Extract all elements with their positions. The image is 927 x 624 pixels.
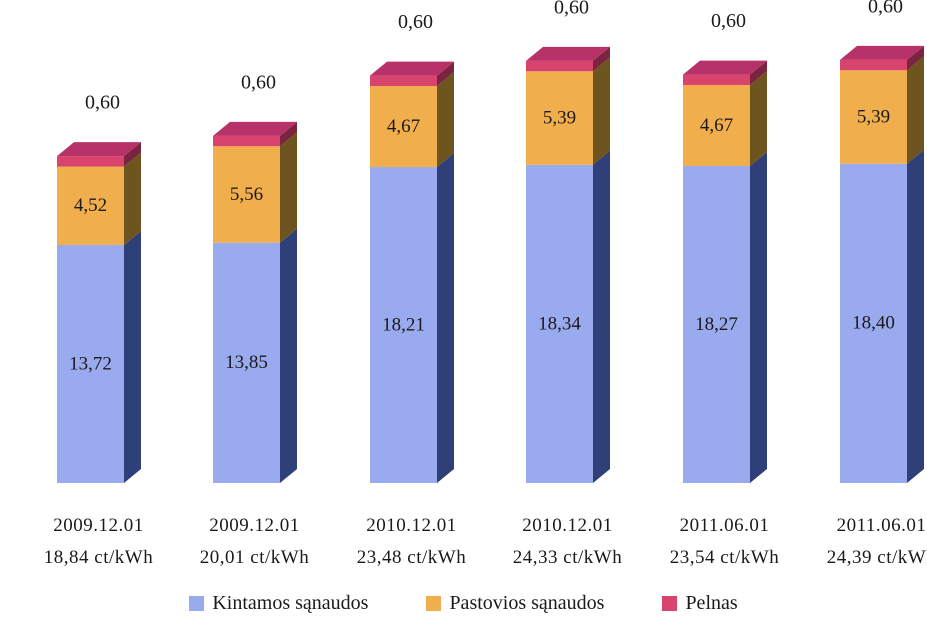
bar-2-segment-kintamos xyxy=(213,242,280,483)
category-date-5: 2011.06.01 xyxy=(680,515,770,536)
data-label-pastovios-3: 4,67 xyxy=(387,116,420,137)
bar-4-side-kintamos xyxy=(593,150,610,483)
bar-2-side-pelnas xyxy=(280,121,297,147)
bar-6-side-pastovios xyxy=(907,56,924,164)
bar-4-top xyxy=(526,46,610,61)
legend-swatch-pastovios xyxy=(426,596,442,611)
legend-label-pastovios: Pastovios sąnaudos xyxy=(449,592,605,614)
bar-1-segment-kintamos xyxy=(57,244,124,483)
bar-6-segment-pastovios xyxy=(840,70,907,164)
data-label-kintamos-1: 13,72 xyxy=(69,353,112,374)
category-price-1: 18,84 ct/kWh xyxy=(44,547,153,568)
data-label-kintamos-4: 18,34 xyxy=(538,313,581,334)
bar-6-side-pelnas xyxy=(907,45,924,71)
data-label-kintamos-5: 18,27 xyxy=(695,314,738,335)
category-date-1: 2009.12.01 xyxy=(53,515,144,536)
bar-6-top xyxy=(840,45,924,60)
bar-1 xyxy=(57,142,141,483)
data-label-kintamos-2: 13,85 xyxy=(225,352,268,373)
data-label-pastovios-6: 5,39 xyxy=(857,106,890,127)
bar-2-side-kintamos xyxy=(280,228,297,483)
bar-3-top xyxy=(370,61,454,76)
legend: Kintamos sąnaudos Pastovios sąnaudos Pel… xyxy=(0,592,927,615)
bar-3-side-kintamos xyxy=(437,153,454,483)
data-label-pelnas-1: 0,60 xyxy=(85,92,120,114)
legend-swatch-pelnas xyxy=(662,596,678,611)
bar-5-top xyxy=(683,60,767,75)
legend-label-kintamos: Kintamos sąnaudos xyxy=(212,592,369,614)
data-label-pelnas-6: 0,60 xyxy=(868,0,903,17)
data-label-pelnas-5: 0,60 xyxy=(711,10,746,32)
data-label-pelnas-2: 0,60 xyxy=(241,71,276,93)
bar-6-segment-kintamos xyxy=(840,163,907,483)
bar-1-side-pastovios xyxy=(124,152,141,245)
bar-4-segment-pelnas xyxy=(526,60,593,72)
category-price-5: 23,54 ct/kWh xyxy=(670,547,779,568)
data-label-kintamos-3: 18,21 xyxy=(382,314,425,335)
category-date-4: 2010.12.01 xyxy=(522,515,613,536)
data-label-pastovios-2: 5,56 xyxy=(230,184,263,205)
category-date-3: 2010.12.01 xyxy=(366,515,457,536)
bar-1-segment-pelnas xyxy=(57,156,124,167)
legend-swatch-kintamos xyxy=(189,596,205,611)
data-label-pastovios-5: 4,67 xyxy=(700,115,733,136)
bar-2-side-pastovios xyxy=(280,132,297,243)
bar-3-segment-kintamos xyxy=(370,167,437,483)
category-date-6: 2011.06.01 xyxy=(837,515,927,536)
bar-1-side-kintamos xyxy=(124,230,141,483)
category-date-2: 2009.12.01 xyxy=(209,515,300,536)
data-label-pastovios-4: 5,39 xyxy=(543,107,576,128)
bar-6-segment-pelnas xyxy=(840,59,907,71)
bar-4-side-pastovios xyxy=(593,57,610,165)
bars-group xyxy=(57,45,924,483)
bar-5-side-pastovios xyxy=(750,70,767,167)
bar-4 xyxy=(526,46,610,483)
category-price-3: 23,48 ct/kWh xyxy=(357,547,466,568)
legend-item-pastovios: Pastovios sąnaudos xyxy=(426,592,604,615)
bar-1-top xyxy=(57,142,141,157)
bar-2 xyxy=(213,121,297,483)
legend-item-kintamos: Kintamos sąnaudos xyxy=(189,592,368,615)
data-label-kintamos-6: 18,40 xyxy=(852,313,895,334)
bar-3-side-pelnas xyxy=(437,61,454,87)
bar-4-side-pelnas xyxy=(593,46,610,72)
category-price-4: 24,33 ct/kWh xyxy=(513,547,622,568)
bar-6-side-kintamos xyxy=(907,149,924,483)
bar-5-segment-kintamos xyxy=(683,166,750,483)
labels-group: 13,72 4,52 0,60 13,85 5,56 0,60 18,21 4,67 0,60 1… xyxy=(69,0,903,374)
data-label-pelnas-4: 0,60 xyxy=(554,0,589,18)
bar-5-segment-pelnas xyxy=(683,74,750,85)
bar-3-segment-pastovios xyxy=(370,86,437,168)
bar-5-side-pelnas xyxy=(750,60,767,85)
bar-5-segment-pastovios xyxy=(683,84,750,167)
category-labels-group: 2009.12.01 18,84 ct/kWh 2009.12.01 20,01 ct… xyxy=(44,515,927,568)
legend-label-pelnas: Pelnas xyxy=(685,592,738,614)
bar-4-segment-kintamos xyxy=(526,164,593,483)
bar-3-segment-pelnas xyxy=(370,75,437,87)
bar-1-side-pelnas xyxy=(124,142,141,167)
data-label-pelnas-3: 0,60 xyxy=(398,11,433,33)
bar-2-segment-pastovios xyxy=(213,146,280,243)
category-price-6: 24,39 ct/kWh xyxy=(827,547,927,568)
bar-3 xyxy=(370,61,454,483)
bar-2-top xyxy=(213,121,297,136)
bar-6 xyxy=(840,45,924,483)
bar-1-segment-pastovios xyxy=(57,166,124,245)
bar-5-side-kintamos xyxy=(750,152,767,483)
data-label-pastovios-1: 4,52 xyxy=(74,195,107,216)
bar-3-side-pastovios xyxy=(437,72,454,168)
legend-item-pelnas: Pelnas xyxy=(662,592,738,615)
bar-5 xyxy=(683,60,767,483)
category-price-2: 20,01 ct/kWh xyxy=(200,547,309,568)
bar-2-segment-pelnas xyxy=(213,135,280,147)
bar-4-segment-pastovios xyxy=(526,71,593,165)
